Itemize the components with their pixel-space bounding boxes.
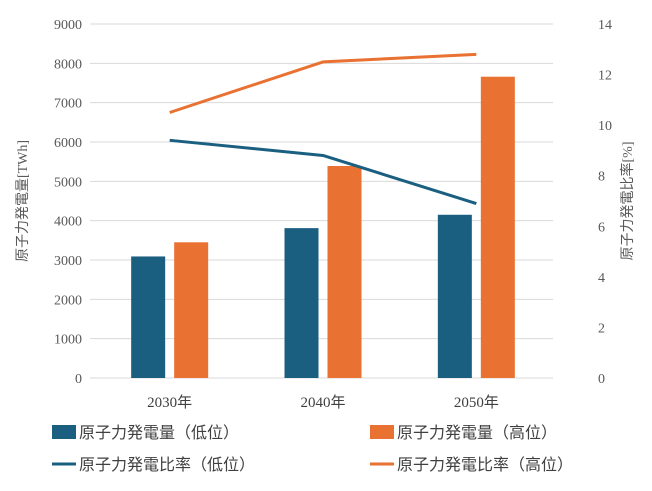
bar-high xyxy=(174,242,209,378)
y-tick-left: 1000 xyxy=(54,333,82,348)
legend-label: 原子力発電比率（高位） xyxy=(397,456,573,474)
y-tick-left: 3000 xyxy=(54,254,82,269)
legend-label: 原子力発電量（高位） xyxy=(397,424,557,442)
legend-label: 原子力発電量（低位） xyxy=(79,424,239,442)
y-tick-right: 14 xyxy=(598,18,612,33)
bar-high xyxy=(480,76,515,378)
y-axis-right-ticks: 0 2 4 6 8 10 12 14 xyxy=(598,18,612,387)
y-axis-left-title: 原子力発電量[TWh] xyxy=(15,140,31,262)
y-tick-right: 4 xyxy=(598,271,605,286)
x-tick: 2040年 xyxy=(300,394,345,411)
y-tick-left: 7000 xyxy=(54,97,82,112)
y-tick-left: 2000 xyxy=(54,293,82,308)
y-tick-left: 4000 xyxy=(54,215,82,230)
x-axis-ticks: 2030年 2040年 2050年 xyxy=(147,394,499,411)
y-tick-right: 0 xyxy=(598,372,605,387)
y-tick-right: 12 xyxy=(598,69,612,84)
y-axis-left-ticks: 0 1000 2000 3000 4000 5000 6000 7000 8000 9000 xyxy=(54,18,82,387)
bar-low xyxy=(437,214,472,378)
y-tick-right: 10 xyxy=(598,119,612,134)
lines xyxy=(169,52,477,205)
line-series xyxy=(169,52,477,114)
y-tick-right: 8 xyxy=(598,170,605,185)
bar-high xyxy=(327,165,362,378)
bar-low xyxy=(284,228,319,378)
bar-low xyxy=(131,256,166,378)
y-tick-right: 6 xyxy=(598,220,605,235)
y-tick-left: 8000 xyxy=(54,57,82,72)
y-tick-left: 0 xyxy=(75,372,82,387)
legend-label: 原子力発電比率（低位） xyxy=(79,456,255,474)
y-tick-left: 6000 xyxy=(54,136,82,151)
line-series xyxy=(169,138,477,205)
y-tick-left: 9000 xyxy=(54,18,82,33)
x-tick: 2030年 xyxy=(147,394,192,411)
bars xyxy=(131,76,515,378)
legend: 原子力発電量（低位） 原子力発電量（高位） 原子力発電比率（低位） 原子力発電比率（高… xyxy=(52,424,573,474)
x-tick: 2050年 xyxy=(454,394,499,411)
y-tick-right: 2 xyxy=(598,321,605,336)
y-tick-left: 5000 xyxy=(54,175,82,190)
legend-swatch-bar xyxy=(370,425,394,439)
legend-swatch-bar xyxy=(52,425,76,439)
y-axis-right-title: 原子力発電比率[%] xyxy=(619,142,636,261)
